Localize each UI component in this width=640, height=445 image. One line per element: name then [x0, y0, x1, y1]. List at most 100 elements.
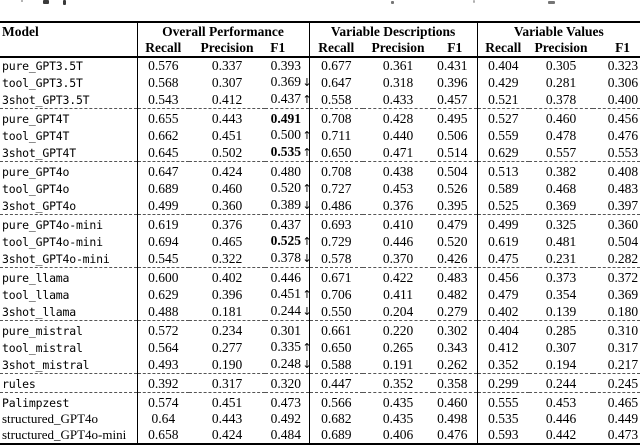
overall-recall-cell: 0.662 — [136, 127, 189, 144]
overall-f1-cell: 0.301 — [265, 323, 309, 339]
values-recall-cell: 0.525 — [476, 197, 530, 215]
f1-value: 0.389 — [270, 197, 301, 212]
values-recall-cell: 0.589 — [476, 180, 530, 197]
overall-precision-cell: 0.376 — [211, 217, 243, 232]
descriptions-recall-cell: 0.588 — [308, 356, 364, 374]
f1-up-arrow-icon: ↑ — [302, 182, 310, 195]
model-name-cell: 3shot_GPT3.5T — [2, 92, 90, 107]
values-f1-cell: 0.306 — [607, 74, 639, 90]
model-name-cell: tool_mistral — [2, 340, 83, 355]
descriptions-f1-cell: 0.495 — [437, 111, 468, 126]
descriptions-recall-cell: 0.729 — [308, 233, 364, 250]
f1-value: 0.525 — [270, 233, 301, 248]
divider-cell — [308, 373, 364, 376]
model-name-cell: pure_GPT3.5T — [2, 59, 83, 73]
section-divider — [0, 214, 640, 217]
table-row: pure_GPT3.5T 0.576 0.337 0.393 0.677 0.361 0.4… — [0, 57, 640, 74]
section-divider — [0, 392, 640, 395]
overall-recall-cell: 0.392 — [136, 376, 189, 393]
divider-cell — [529, 267, 594, 270]
divider-cell — [476, 392, 530, 395]
overall-f1-cell: 0.389↓ — [265, 197, 309, 215]
descriptions-precision-cell: 0.435 — [382, 411, 414, 426]
descriptions-precision-cell: 0.361 — [382, 58, 414, 73]
model-name-cell: Palimpzest — [2, 396, 70, 410]
model-name-cell: 3shot_mistral — [2, 357, 90, 372]
values-f1-cell: 0.310 — [607, 323, 639, 338]
descriptions-f1-cell: 0.504 — [437, 164, 468, 179]
divider-cell — [433, 392, 478, 395]
col-header-overall-recall: Recall — [136, 40, 189, 58]
descriptions-precision-cell: 0.471 — [382, 144, 414, 160]
values-recall-cell: 0.429 — [476, 74, 530, 91]
table-row: 3shot_GPT3.5T 0.543 0.412 0.437↑0.558 0.433 0… — [0, 91, 640, 109]
values-f1-cell: 0.397 — [607, 197, 639, 213]
values-f1-cell: 0.369 — [607, 286, 639, 302]
values-recall-cell: 0.555 — [476, 395, 530, 411]
col-header-values-recall: Recall — [476, 40, 530, 58]
overall-f1-cell: 0.473 — [265, 395, 309, 411]
overall-recall-cell: 0.488 — [136, 303, 189, 321]
descriptions-precision-cell: 0.410 — [382, 217, 414, 232]
overall-precision-cell: 0.443 — [211, 411, 243, 426]
col-header-model: Model — [0, 22, 137, 58]
model-name-cell: pure_GPT4o — [2, 165, 70, 179]
overall-precision-cell: 0.451 — [211, 395, 243, 410]
descriptions-f1-cell: 0.431 — [437, 58, 468, 73]
table-row: pure_GPT4o 0.647 0.424 0.480 0.708 0.438 0.504… — [0, 164, 640, 180]
values-f1-cell: 0.400 — [607, 91, 639, 107]
values-f1-cell: 0.323 — [607, 58, 639, 73]
divider-cell — [136, 267, 189, 270]
divider-cell — [593, 373, 640, 376]
section-divider — [0, 161, 640, 164]
descriptions-f1-cell: 0.460 — [437, 395, 468, 410]
divider-cell — [529, 108, 594, 111]
values-precision-cell: 0.478 — [545, 127, 577, 143]
f1-up-arrow-icon: ↑ — [301, 145, 309, 161]
overall-recall-cell: 0.576 — [136, 57, 189, 74]
overall-precision-cell: 0.190 — [211, 356, 243, 372]
descriptions-f1-cell: 0.358 — [437, 376, 468, 391]
overall-precision-cell: 0.424 — [211, 164, 243, 179]
divider-cell — [189, 373, 265, 376]
values-f1-cell: 0.245 — [607, 376, 639, 391]
divider-cell — [308, 108, 364, 111]
descriptions-recall-cell: 0.671 — [308, 270, 364, 286]
descriptions-f1-cell: 0.426 — [437, 250, 468, 266]
divider-cell — [476, 108, 530, 111]
overall-precision-cell: 0.502 — [211, 144, 243, 160]
descriptions-precision-cell: 0.453 — [382, 180, 414, 196]
divider-cell — [189, 320, 265, 323]
divider-cell — [0, 392, 137, 395]
overall-recall-cell: 0.574 — [136, 395, 189, 411]
divider-cell — [0, 161, 137, 164]
divider-cell — [136, 392, 189, 395]
descriptions-recall-cell: 0.566 — [308, 395, 364, 411]
f1-value: 0.520 — [270, 180, 301, 195]
descriptions-recall-cell: 0.550 — [308, 303, 364, 321]
values-precision-cell: 0.244 — [545, 376, 577, 391]
divider-cell — [476, 161, 530, 164]
descriptions-f1-cell: 0.520 — [437, 233, 468, 249]
divider-cell — [265, 392, 310, 395]
divider-cell — [529, 373, 594, 376]
overall-precision-cell: 0.277 — [211, 339, 243, 355]
overall-f1-cell: 0.500↑ — [265, 127, 309, 144]
model-name-cell: tool_GPT4o-mini — [2, 234, 103, 249]
descriptions-f1-cell: 0.498 — [437, 411, 468, 426]
descriptions-precision-cell: 0.191 — [382, 356, 414, 372]
f1-down-arrow-icon: ↓ — [301, 304, 309, 320]
table-row: pure_GPT4o-mini 0.619 0.376 0.437 0.693 0.410… — [0, 217, 640, 233]
descriptions-precision-cell: 0.440 — [382, 127, 414, 143]
descriptions-recall-cell: 0.647 — [308, 74, 364, 91]
f1-down-arrow-icon: ↓ — [301, 198, 309, 214]
results-table: Model Overall Performance Variable Descr… — [0, 21, 640, 445]
table-row: structured_GPT4o-mini 0.658 0.424 0.484 0.68… — [0, 427, 640, 444]
values-precision-cell: 0.446 — [545, 411, 577, 426]
overall-recall-cell: 0.645 — [136, 144, 189, 162]
descriptions-recall-cell: 0.650 — [308, 339, 364, 356]
overall-f1-cell: 0.451↑ — [265, 286, 309, 303]
divider-cell — [363, 267, 434, 270]
model-name-cell: 3shot_GPT4T — [2, 145, 76, 160]
overall-precision-cell: 0.443 — [211, 111, 243, 126]
